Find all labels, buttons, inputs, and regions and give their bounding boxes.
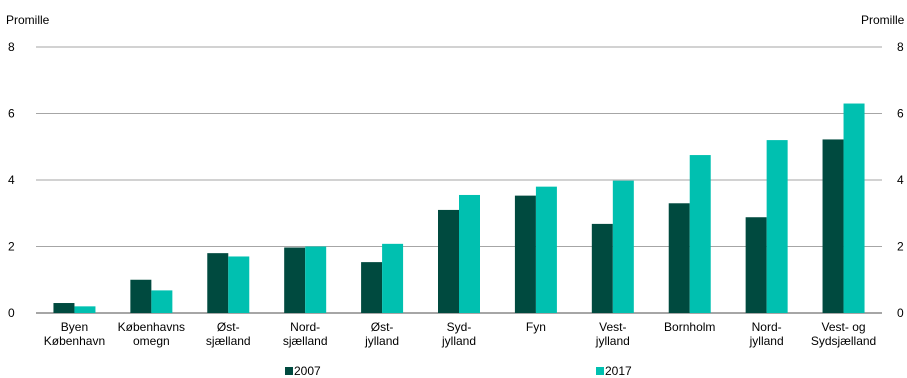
category-label: Bornholm	[664, 320, 715, 334]
y-tick-label-right: 8	[897, 40, 904, 54]
category-label: Vest-jylland	[595, 320, 630, 348]
y-tick-label-left: 2	[8, 240, 15, 254]
bar-2017	[74, 306, 96, 313]
category-label: Fyn	[526, 320, 546, 334]
legend-swatch-2017	[596, 367, 604, 375]
bar-2007	[668, 203, 690, 313]
bar-2007	[130, 279, 152, 313]
y-tick-label-right: 4	[897, 173, 904, 187]
bar-2017	[228, 256, 250, 313]
bar-2007	[514, 195, 536, 313]
bar-2017	[151, 290, 173, 313]
bar-2017	[535, 186, 557, 313]
y-tick-label-left: 6	[8, 107, 15, 121]
legend-label-2007: 2007	[294, 364, 321, 378]
bar-2007	[591, 223, 613, 313]
bar-2017	[459, 194, 480, 313]
bar-2017	[612, 180, 634, 313]
category-label: Syd-jylland	[441, 320, 476, 348]
bar-2007	[745, 217, 767, 313]
y-axis-unit-right: Promille	[861, 13, 905, 27]
category-label: Byen København	[44, 320, 105, 348]
bar-2017	[305, 246, 327, 313]
category-label: Øst-jylland	[364, 320, 399, 348]
bar-2007	[207, 253, 229, 313]
bar-2007	[361, 262, 383, 313]
category-label: Nord-jylland	[749, 320, 784, 348]
y-tick-label-right: 0	[897, 306, 904, 320]
legend: 2007 2017	[285, 364, 632, 378]
y-tick-label-left: 8	[8, 40, 15, 54]
category-label: Københavns omegn	[118, 320, 185, 348]
bar-2017	[766, 140, 788, 313]
bar-2017	[382, 243, 404, 313]
bar-2017	[843, 103, 865, 314]
category-label: Nord-sjælland	[283, 320, 328, 348]
legend-swatch-2007	[285, 367, 293, 375]
bar-2007	[438, 209, 459, 313]
y-tick-label-right: 6	[897, 107, 904, 121]
y-tick-label-left: 4	[8, 173, 15, 187]
y-axis-unit-left: Promille	[6, 13, 50, 27]
bar-2007	[53, 303, 75, 313]
legend-label-2017: 2017	[605, 364, 632, 378]
category-label: Øst-sjælland	[206, 320, 251, 348]
bars	[53, 103, 865, 314]
y-tick-label-right: 2	[897, 240, 904, 254]
bar-2007	[822, 139, 844, 313]
category-label: Vest- og Sydsjælland	[811, 320, 876, 348]
category-labels: Byen København Københavns omegn Øst-sjælland…	[44, 320, 876, 348]
bar-2007	[284, 247, 306, 313]
y-tick-label-left: 0	[8, 306, 15, 320]
bar-2017	[689, 155, 711, 313]
